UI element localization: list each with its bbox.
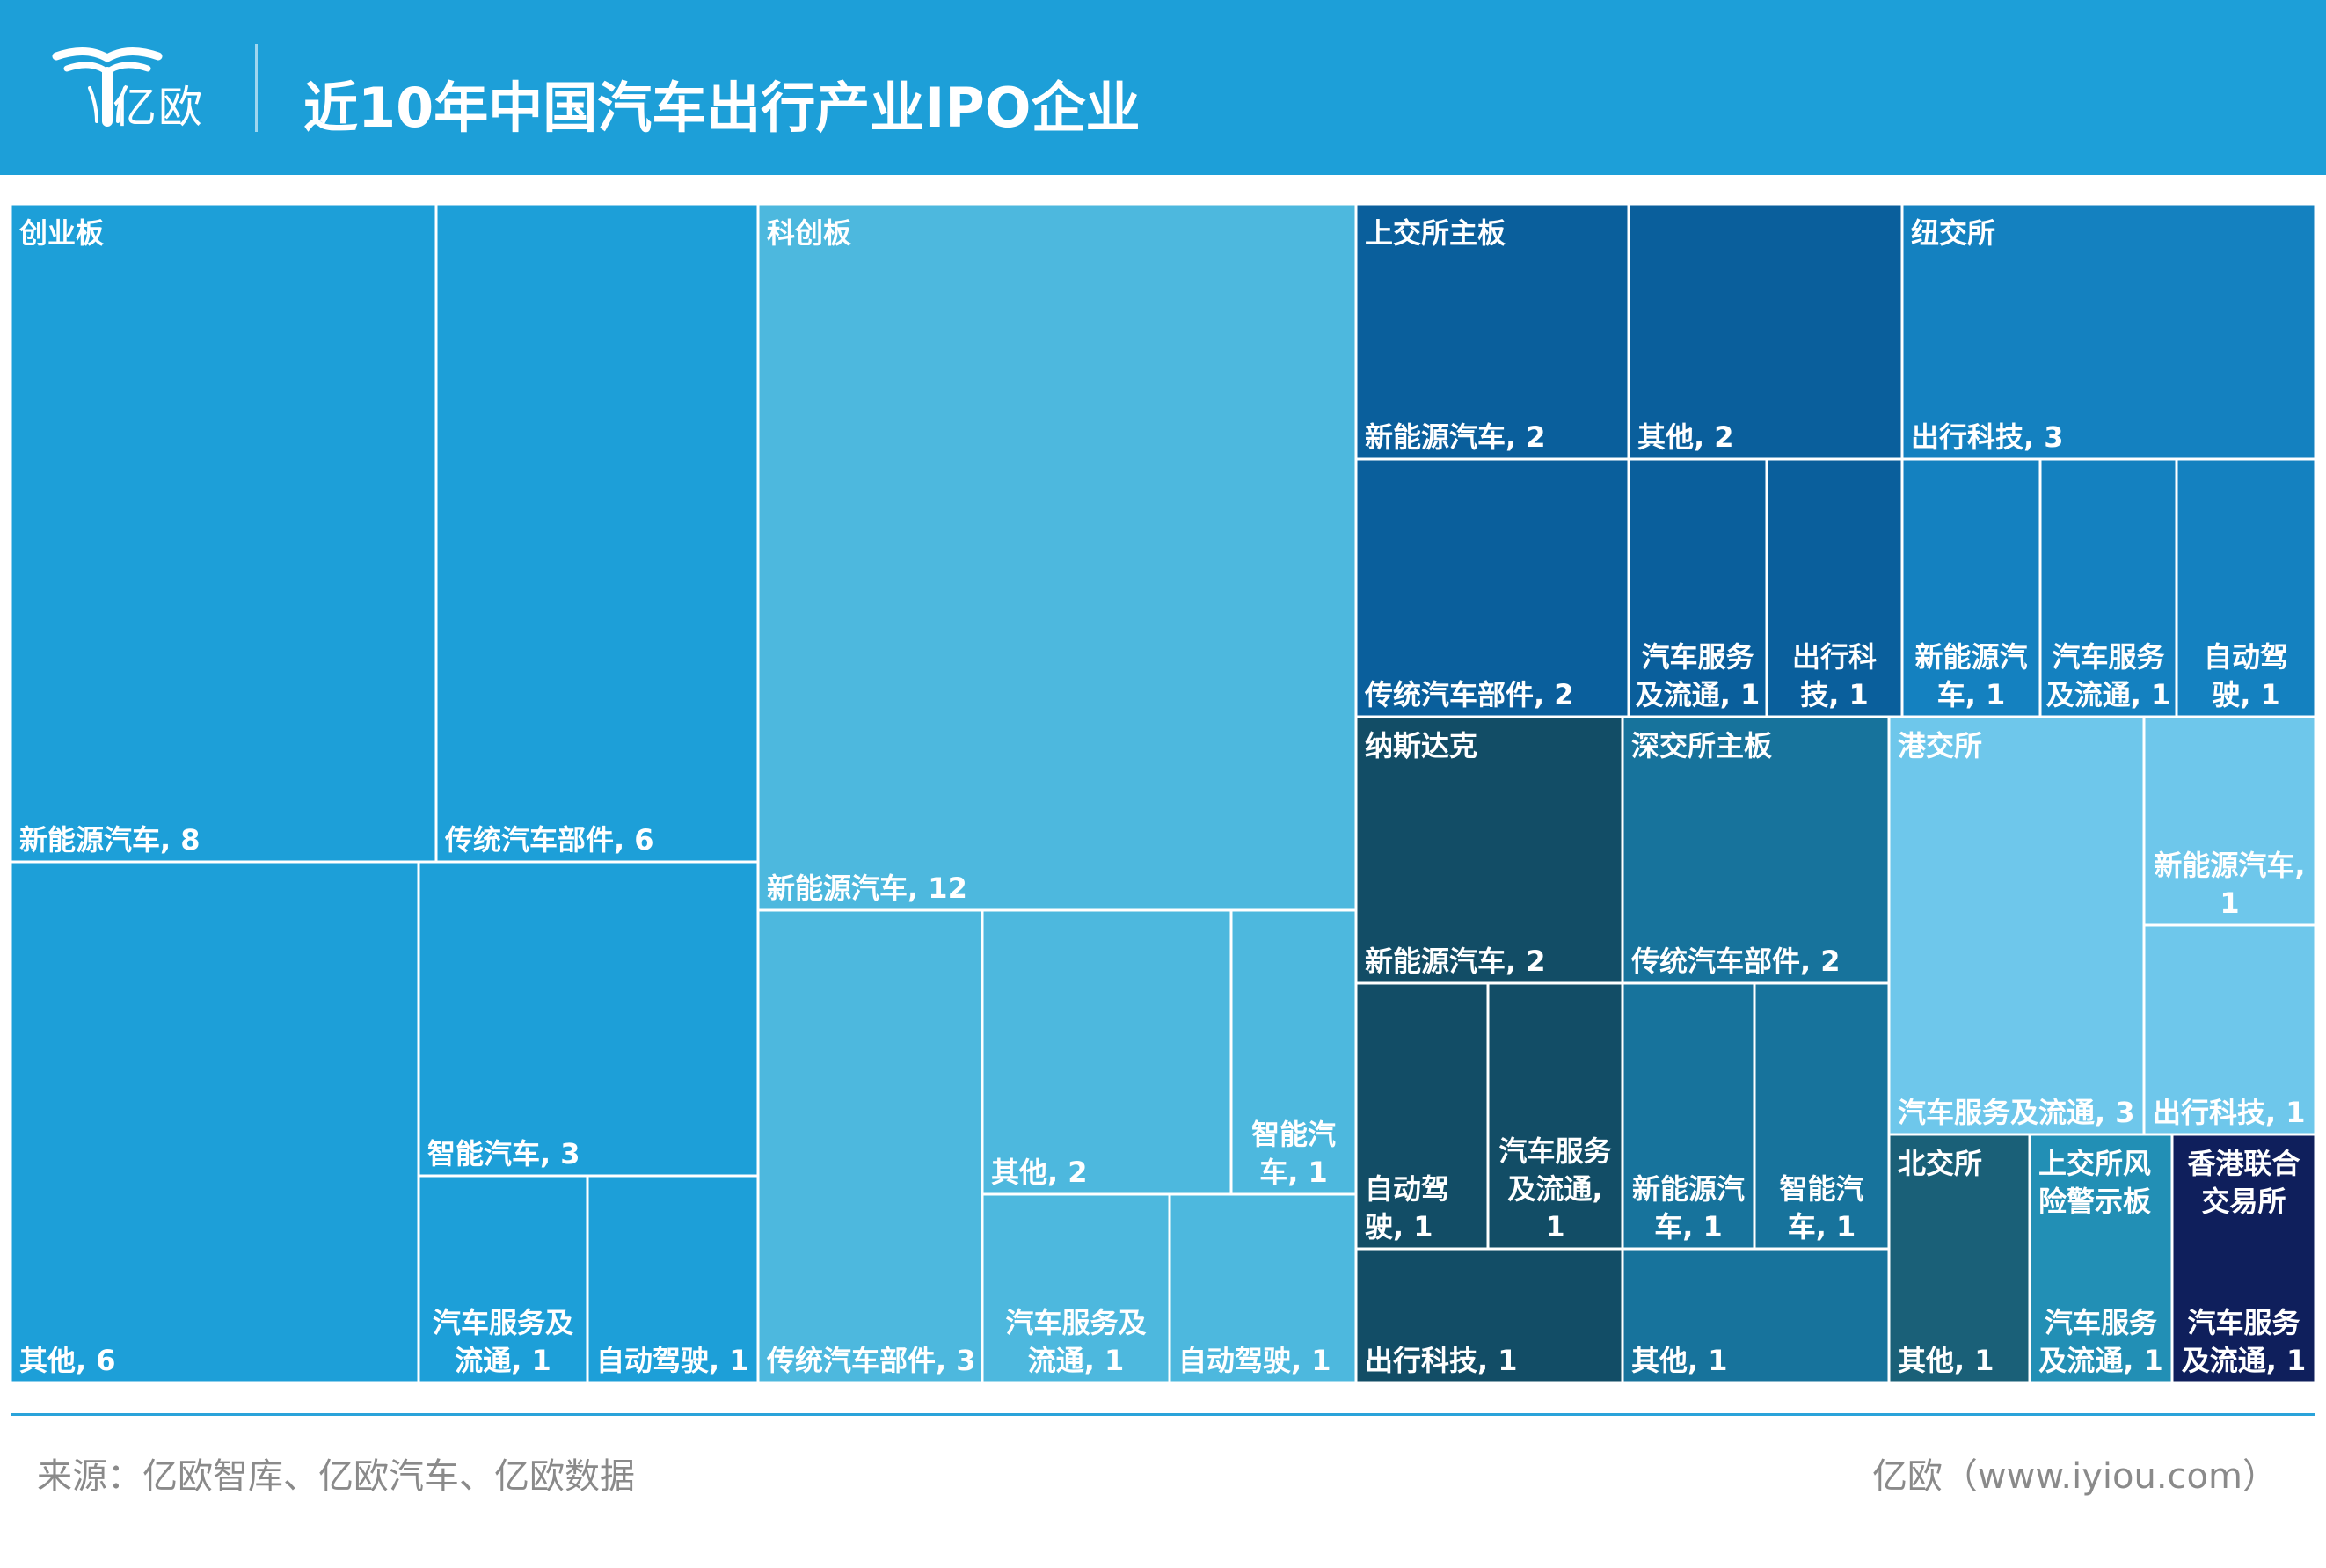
- treemap-tile[interactable]: [1486, 981, 1624, 1251]
- yiou-logo-icon: [52, 47, 163, 127]
- footer-divider: [11, 1413, 2315, 1416]
- treemap-tile[interactable]: [417, 860, 760, 1178]
- credit-note: 亿欧（www.iyiou.com）: [1871, 1456, 2278, 1497]
- treemap-tile[interactable]: [2175, 457, 2317, 718]
- treemap-tile[interactable]: [1354, 1247, 1624, 1384]
- treemap-tile[interactable]: [2038, 457, 2178, 718]
- treemap-tile[interactable]: [1900, 457, 2042, 718]
- treemap-tile[interactable]: [9, 202, 438, 864]
- treemap-tile[interactable]: [1354, 715, 1624, 985]
- treemap-tile[interactable]: [417, 1174, 589, 1384]
- treemap-tile[interactable]: [1627, 457, 1768, 718]
- treemap-tile[interactable]: [1627, 202, 1904, 461]
- treemap-tile[interactable]: [1753, 981, 1891, 1251]
- treemap-tile[interactable]: [1887, 715, 2146, 1136]
- treemap-tile[interactable]: [1900, 202, 2317, 461]
- page-title: 近10年中国汽车出行产业IPO企业: [303, 76, 1141, 140]
- logo-text: 亿欧: [113, 82, 204, 133]
- treemap-tile[interactable]: [1354, 981, 1490, 1251]
- treemap-tile[interactable]: [2028, 1133, 2174, 1384]
- treemap-tile[interactable]: [1621, 715, 1891, 985]
- treemap-tile[interactable]: [1168, 1192, 1358, 1384]
- treemap-tile[interactable]: [2142, 923, 2317, 1136]
- treemap-tile[interactable]: [2142, 715, 2317, 927]
- source-note: 来源：亿欧智库、亿欧汽车、亿欧数据: [37, 1456, 635, 1497]
- treemap-tile[interactable]: [586, 1174, 760, 1384]
- treemap-tile[interactable]: [1621, 1247, 1891, 1384]
- treemap-tile[interactable]: [1621, 981, 1756, 1251]
- treemap-tile[interactable]: [9, 860, 420, 1384]
- treemap-tile[interactable]: [434, 202, 760, 864]
- header-banner: 亿欧 近10年中国汽车出行产业IPO企业: [0, 0, 2326, 175]
- treemap-tile[interactable]: [981, 1192, 1171, 1384]
- treemap-tile[interactable]: [1887, 1133, 2031, 1384]
- treemap-tile[interactable]: [1354, 202, 1630, 461]
- treemap-tile[interactable]: [1354, 457, 1630, 718]
- treemap-tile[interactable]: [981, 908, 1233, 1196]
- treemap-tile[interactable]: [756, 202, 1358, 912]
- header-divider: [255, 44, 258, 132]
- treemap-tile[interactable]: [1765, 457, 1904, 718]
- treemap-tile[interactable]: [2170, 1133, 2317, 1384]
- treemap-tile[interactable]: [1229, 908, 1358, 1196]
- treemap-tile[interactable]: [756, 908, 984, 1384]
